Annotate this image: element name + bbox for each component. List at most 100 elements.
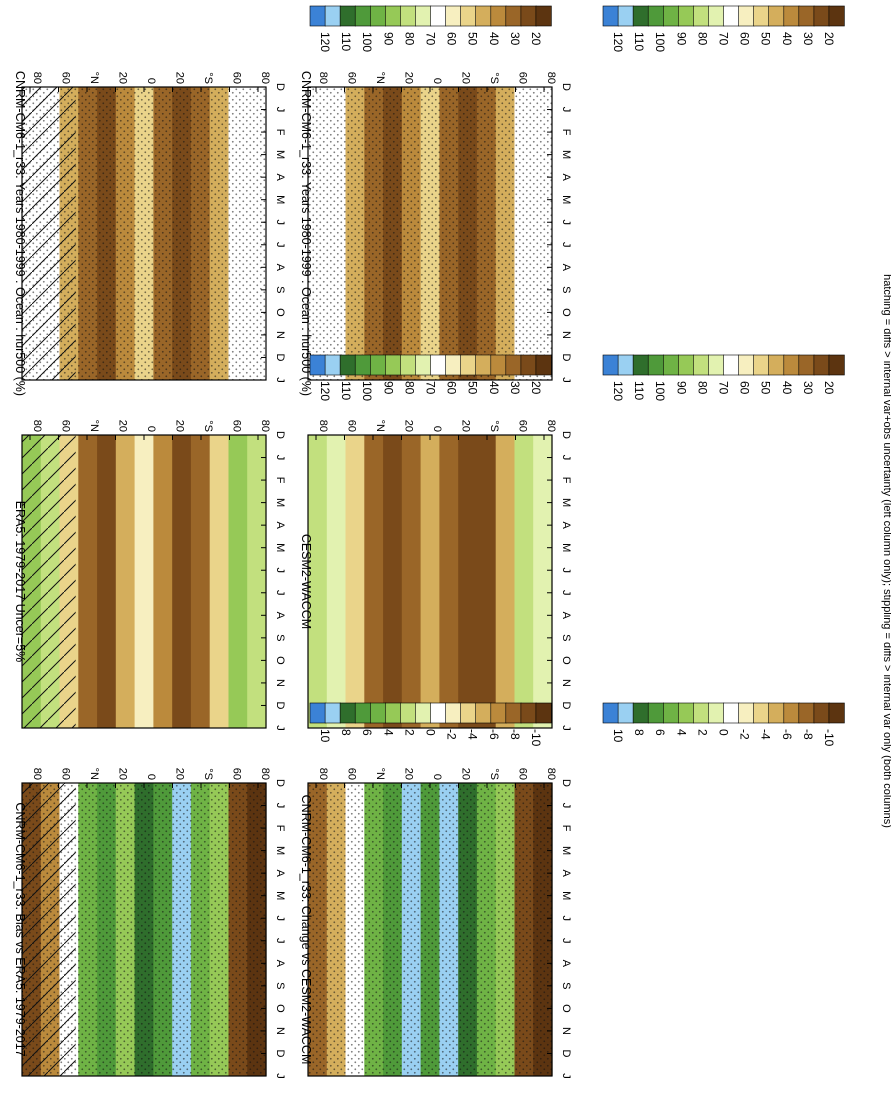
colorbar-label: 120 xyxy=(611,381,625,401)
colorbar-swatch xyxy=(828,702,845,724)
lat-tick-label: 20 xyxy=(460,420,472,432)
colorbar-swatch xyxy=(632,702,649,724)
lat-tick-label: 0 xyxy=(431,774,443,780)
lat-tick-label: °S xyxy=(488,420,500,432)
month-tick-label: D xyxy=(274,779,286,787)
panel-title: CNRM-CM6-1_r33: Change vs CESM2-WACCM xyxy=(299,795,313,1065)
month-tick-label: F xyxy=(274,477,286,484)
colorbar-label: -2 xyxy=(445,729,459,740)
month-tick-label: M xyxy=(560,543,572,552)
month-tick-label: A xyxy=(560,521,572,529)
stippling-overlay xyxy=(308,87,552,380)
month-tick-label: A xyxy=(274,264,286,272)
lat-tick-label: °N xyxy=(374,420,386,432)
colorbar-swatch xyxy=(798,5,815,27)
colorbar-swatch xyxy=(400,5,417,27)
month-tick-label: D xyxy=(274,353,286,361)
month-tick-label: D xyxy=(274,431,286,439)
lat-tick-label: 20 xyxy=(174,768,186,780)
colorbar-swatch xyxy=(475,5,492,27)
colorbar-swatch xyxy=(384,354,402,376)
colorbar-swatch xyxy=(520,354,537,376)
colorbar: 120 110 100 90 80 70 60 50 40 30 20 xyxy=(309,354,552,401)
colorbar-swatch xyxy=(324,5,341,27)
colorbar-swatch xyxy=(783,354,800,376)
month-tick-label: M xyxy=(560,498,572,507)
colorbar-swatch xyxy=(445,702,462,724)
month-tick-label: F xyxy=(560,825,572,832)
month-tick-label: D xyxy=(560,701,572,709)
colorbar-label: -8 xyxy=(801,729,815,740)
colorbar-label: 2 xyxy=(695,729,709,736)
colorbar-swatch xyxy=(324,354,341,376)
lat-tick-label: 80 xyxy=(317,420,329,432)
colorbar-label: 60 xyxy=(738,32,752,46)
hatching-overlay xyxy=(22,87,76,380)
colorbar-swatch xyxy=(738,702,755,724)
lat-tick-label: 0 xyxy=(145,78,157,84)
field-band xyxy=(228,435,248,728)
month-tick-label: A xyxy=(560,960,572,968)
panel-3: ERA5: 1979-2017 Uncer=5% 80 60 °N 20 0 20 °S 60 8… xyxy=(13,420,286,731)
month-tick-label: N xyxy=(274,679,286,687)
lat-tick-label: 80 xyxy=(545,768,557,780)
month-tick-label: J xyxy=(274,590,286,596)
month-tick-label: A xyxy=(274,173,286,181)
colorbar-swatch xyxy=(535,354,552,376)
colorbar-swatch xyxy=(693,354,710,376)
panel-title: CESM2-WACCM xyxy=(299,534,313,629)
colorbar-label: 70 xyxy=(717,381,731,395)
field-band xyxy=(476,435,497,728)
colorbar-label: 10 xyxy=(611,729,625,743)
colorbar-label: 110 xyxy=(339,32,353,51)
colorbar-swatch xyxy=(723,702,740,724)
colorbar-swatch xyxy=(415,702,432,724)
colorbar-swatch xyxy=(647,5,665,27)
month-tick-label: J xyxy=(560,242,572,248)
colorbar-label: 20 xyxy=(529,32,543,46)
colorbar-swatch xyxy=(708,702,725,724)
colorbar-swatch xyxy=(708,354,725,376)
month-tick-label: M xyxy=(560,891,572,900)
colorbar-label: 110 xyxy=(632,381,646,400)
month-tick-label: A xyxy=(560,264,572,272)
field-band xyxy=(383,435,403,728)
colorbar-swatch xyxy=(602,702,619,724)
month-tick-label: D xyxy=(560,353,572,361)
colorbar-label: 90 xyxy=(674,32,688,46)
colorbar: 120 110 100 90 80 70 60 50 40 30 20 xyxy=(602,5,845,52)
colorbar: 10 8 6 4 2 0 -2 -4 -6 -8 -10 xyxy=(309,702,552,747)
colorbar-label: -2 xyxy=(738,729,752,740)
panel-5: CNRM-CM6-1_r33: Bias vs ERA5: 1979-2017 8… xyxy=(13,768,286,1079)
lat-tick-label: 20 xyxy=(174,72,186,84)
colorbar-swatch xyxy=(324,702,341,724)
colorbar: 120 110 100 90 80 70 60 50 40 30 20 xyxy=(602,354,845,401)
colorbar-swatch xyxy=(430,702,447,724)
lat-tick-label: 60 xyxy=(517,768,529,780)
colorbar-label: 40 xyxy=(487,381,501,395)
field-band xyxy=(134,435,154,728)
month-tick-label: N xyxy=(274,331,286,339)
colorbar-swatch xyxy=(535,702,552,724)
lat-tick-label: 20 xyxy=(117,72,129,84)
lat-tick-label: 60 xyxy=(60,72,72,84)
panel-title: ERA5: 1979-2017 Uncer=5% xyxy=(13,501,27,663)
month-tick-label: F xyxy=(560,129,572,136)
month-tick-label: D xyxy=(274,83,286,91)
colorbar-swatch xyxy=(339,5,356,27)
colorbar-label: 80 xyxy=(402,381,416,395)
lat-tick-label: 20 xyxy=(403,420,415,432)
colorbar-swatch xyxy=(415,354,432,376)
lat-tick-label: 80 xyxy=(545,72,557,84)
colorbar-swatch xyxy=(445,5,462,27)
month-tick-label: N xyxy=(274,1027,286,1035)
colorbar-swatch xyxy=(490,5,507,27)
footnote: hatching = diffs > internal var+obs unce… xyxy=(881,274,891,828)
colorbar-swatch xyxy=(415,5,432,27)
month-tick-label: N xyxy=(560,679,572,687)
colorbar-swatch xyxy=(723,5,740,27)
colorbar-swatch xyxy=(662,5,680,27)
colorbar-label: 30 xyxy=(508,381,522,395)
month-tick-label: S xyxy=(274,982,286,989)
colorbar-label: 110 xyxy=(339,381,353,400)
